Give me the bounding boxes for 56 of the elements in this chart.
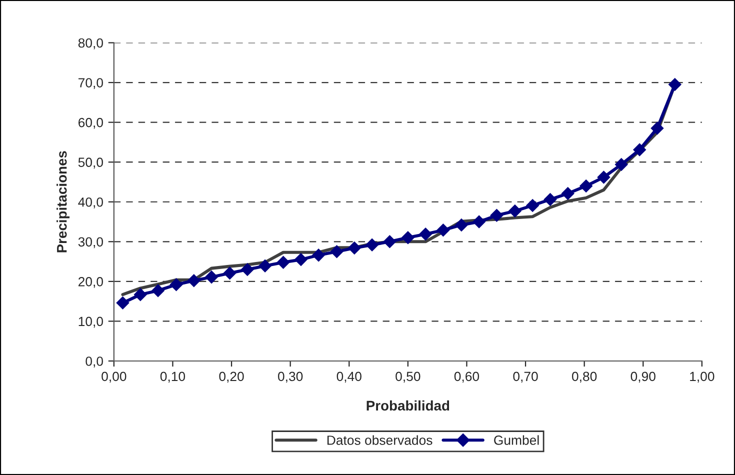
point bbox=[312, 248, 325, 262]
legend-label: Gumbel bbox=[494, 435, 539, 445]
x-tick-label: 0,00 bbox=[102, 372, 126, 383]
point bbox=[419, 228, 432, 241]
point bbox=[205, 270, 218, 284]
point bbox=[526, 199, 539, 212]
point bbox=[544, 193, 557, 206]
x-tick-label: 0,10 bbox=[160, 372, 186, 383]
point bbox=[223, 266, 236, 280]
y-tick-label: 30,0 bbox=[78, 237, 103, 248]
point bbox=[134, 288, 147, 301]
x-tick-label: 0,40 bbox=[336, 372, 362, 383]
point bbox=[258, 260, 272, 272]
point bbox=[383, 235, 396, 248]
point bbox=[187, 274, 200, 288]
point bbox=[294, 253, 308, 266]
point bbox=[668, 78, 682, 91]
point bbox=[436, 224, 450, 237]
x-tick-label: 0,50 bbox=[396, 372, 420, 383]
point bbox=[561, 187, 574, 200]
point bbox=[240, 263, 254, 276]
point bbox=[490, 208, 504, 222]
point bbox=[597, 170, 610, 184]
x-tick-label: 0,60 bbox=[454, 372, 480, 383]
x-axis-title: Probabilidad bbox=[366, 400, 450, 411]
x-tick-label: 0,20 bbox=[219, 372, 244, 383]
x-tick-label: 0,30 bbox=[278, 372, 303, 383]
point bbox=[348, 242, 361, 254]
y-tick-label: 10,0 bbox=[78, 316, 103, 328]
y-tick-label: 80,0 bbox=[78, 38, 103, 50]
point bbox=[152, 284, 164, 297]
x-tick-label: 0,80 bbox=[572, 372, 597, 383]
point bbox=[580, 180, 592, 192]
x-tick-label: 0,70 bbox=[513, 372, 538, 383]
y-tick-label: 70,0 bbox=[78, 78, 103, 89]
y-axis-title: Precipitaciones bbox=[56, 151, 70, 252]
y-tick-label: 60,0 bbox=[78, 118, 103, 129]
point bbox=[116, 296, 130, 310]
y-tick-label: 40,0 bbox=[78, 197, 103, 208]
x-tick-label: 0,90 bbox=[630, 372, 656, 383]
point bbox=[614, 158, 628, 171]
y-tick-label: 50,0 bbox=[78, 158, 103, 169]
point bbox=[276, 256, 290, 269]
point bbox=[170, 278, 183, 292]
y-tick-label: 20,0 bbox=[78, 277, 103, 288]
point bbox=[366, 238, 378, 252]
point bbox=[455, 218, 468, 232]
point bbox=[650, 122, 664, 135]
point bbox=[633, 143, 646, 156]
legend-label: Datos observados bbox=[327, 435, 432, 445]
point bbox=[508, 204, 522, 218]
y-tick-label: 0,0 bbox=[86, 356, 103, 368]
point bbox=[472, 215, 486, 228]
x-tick-label: 1,00 bbox=[690, 372, 714, 383]
point bbox=[402, 231, 414, 244]
point bbox=[330, 245, 344, 258]
